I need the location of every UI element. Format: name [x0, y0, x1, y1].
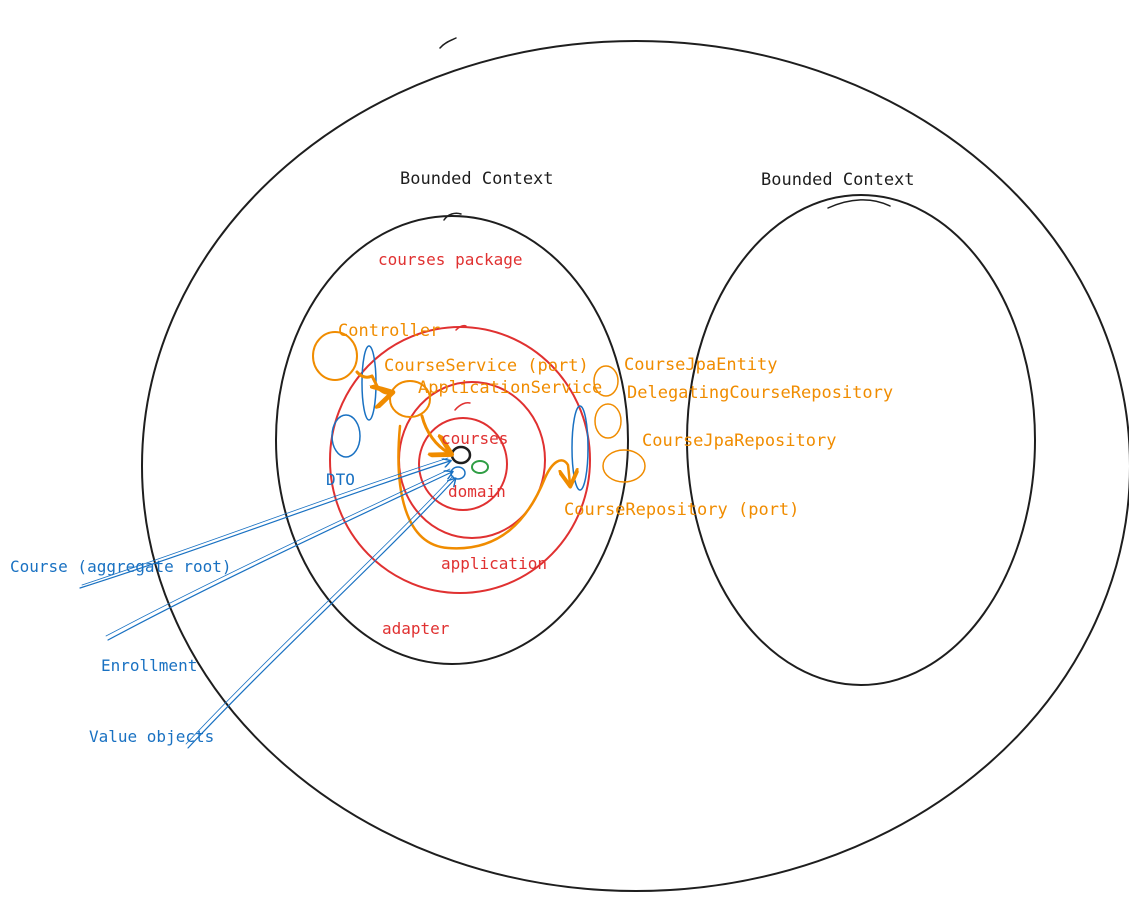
course-jpa-entity-label: CourseJpaEntity: [624, 355, 778, 375]
aggregate-root-pointer: [79, 461, 450, 589]
controller-label: Controller: [338, 321, 441, 341]
enrollment-pointer: [107, 472, 452, 641]
value-objects-pointer: [187, 479, 455, 749]
service-to-domain-arrow: [420, 414, 449, 453]
system-boundary-circle: [141, 40, 1129, 892]
system-boundary-sketch-tick: [439, 37, 457, 49]
course-jpa-entity-circle: [593, 365, 619, 397]
enrollment-pointer-double: [105, 468, 451, 637]
value-object-circle: [450, 466, 466, 480]
course-aggregate-circle: [450, 445, 472, 465]
adapter-layer-label: adapter: [382, 619, 450, 638]
enrollment-circle: [471, 460, 489, 474]
adapter-layer-sketch-end: [455, 324, 467, 331]
controller-circle: [312, 331, 358, 381]
value-objects-label: Value objects: [89, 727, 215, 746]
enrollment-label: Enrollment: [101, 656, 198, 675]
right-bounded-context-ellipse: [686, 194, 1036, 686]
aggregate-root-pointer-double: [81, 457, 449, 586]
repository-port-blue-ellipse: [571, 405, 589, 491]
right-bounded-context-title: Bounded Context: [761, 170, 915, 190]
course-repository-port-label: CourseRepository (port): [564, 500, 800, 520]
courses-package-label: courses package: [378, 250, 523, 269]
dto-blue-ellipse: [331, 414, 361, 458]
aggregate-root-label: Course (aggregate root): [10, 557, 232, 576]
application-service-label: ApplicationService: [418, 378, 603, 398]
delegating-repository-label: DelegatingCourseRepository: [627, 383, 894, 403]
controller-to-service-arrow: [355, 370, 390, 393]
delegating-repository-circle: [594, 403, 622, 439]
course-service-port-label: CourseService (port): [384, 356, 589, 376]
application-layer-sketch-end: [454, 402, 471, 411]
dto-label: DTO: [326, 470, 355, 489]
left-bounded-context-title: Bounded Context: [400, 169, 554, 189]
course-jpa-repository-label: CourseJpaRepository: [642, 431, 837, 451]
course-jpa-repository-circle: [602, 449, 646, 483]
application-layer-label: application: [441, 554, 547, 573]
right-context-sketch-tick: [827, 199, 891, 209]
domain-layer-circle: [418, 417, 508, 511]
value-objects-pointer-double: [185, 475, 454, 745]
application-flow-loop-arrow: [397, 424, 570, 550]
courses-layer-label: courses: [441, 429, 509, 448]
left-context-sketch-tick: [443, 212, 462, 221]
left-bounded-context-ellipse: [275, 215, 629, 665]
domain-layer-label: domain: [448, 482, 506, 501]
